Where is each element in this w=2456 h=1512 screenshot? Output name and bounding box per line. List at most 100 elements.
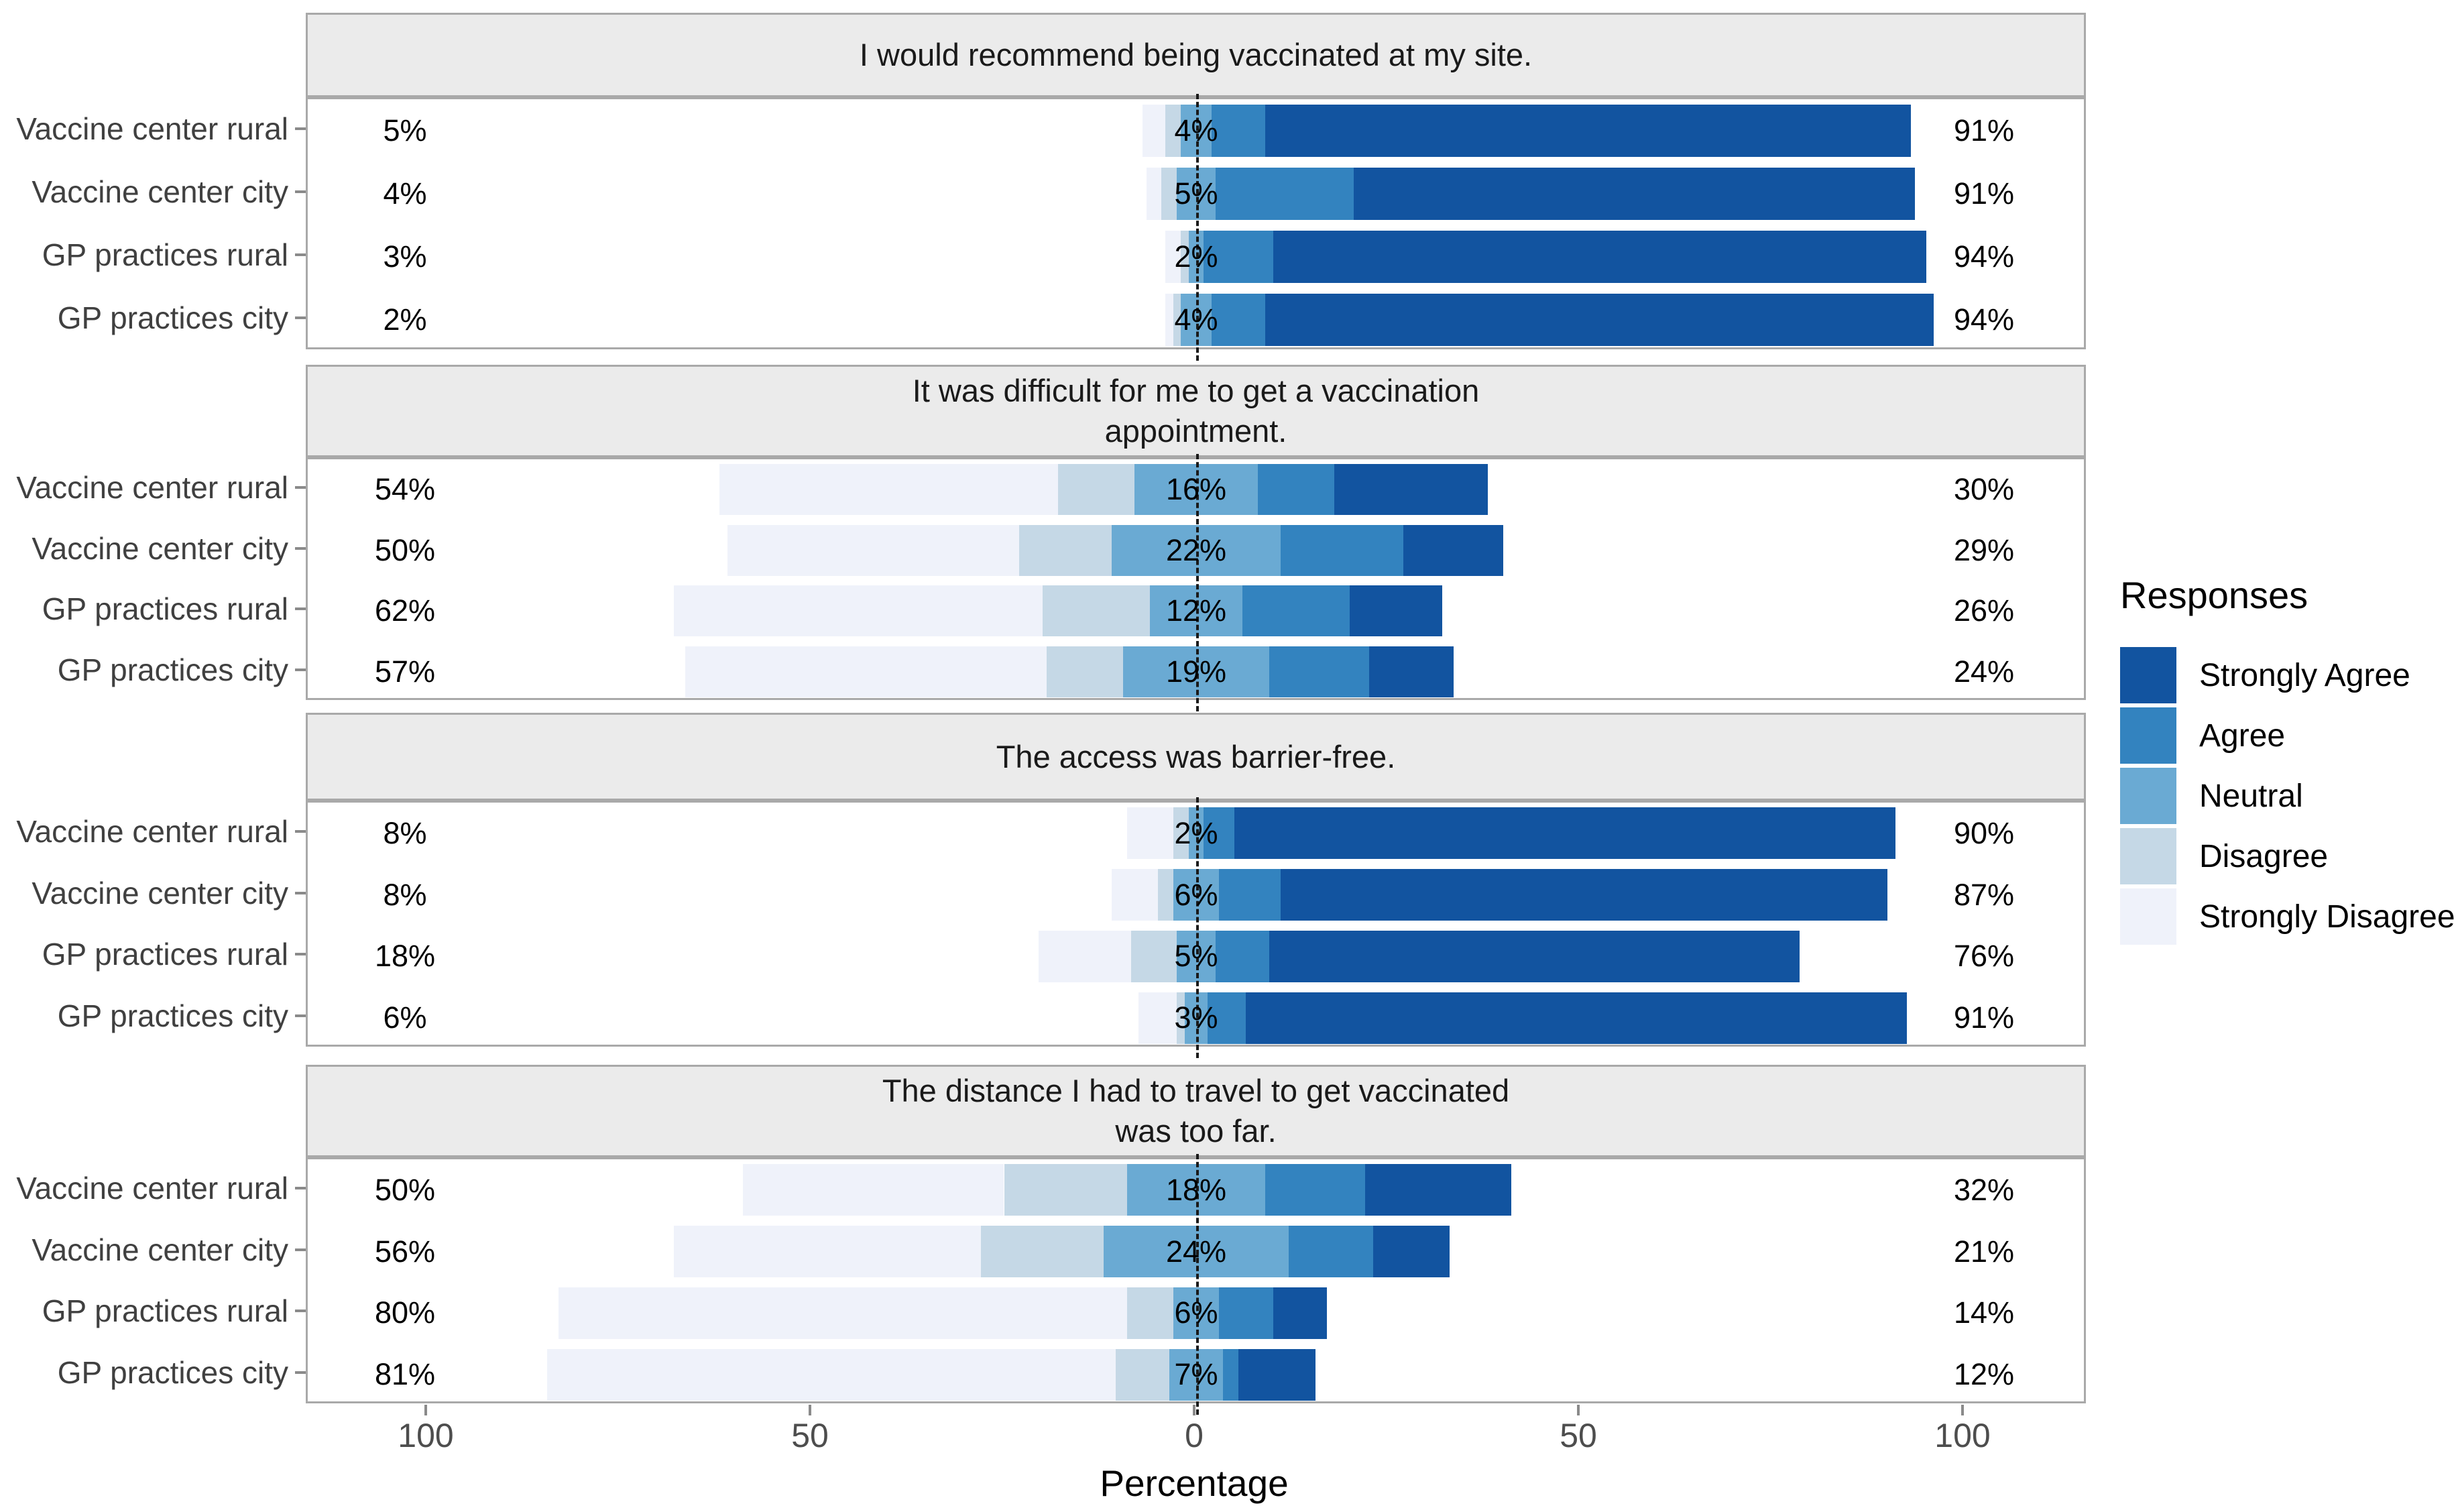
- bar-segment-neutral: [1177, 930, 1216, 982]
- bar-segment-neutral: [1173, 869, 1220, 921]
- legend-swatch-strongly-disagree: [2120, 888, 2176, 945]
- legend: Responses Strongly Agree Agree Neutral Disa…: [2105, 573, 2455, 945]
- category-label: GP practices rural: [42, 937, 288, 972]
- bar-segment-disagree: [1161, 167, 1177, 221]
- bar-segment-agree: [1242, 585, 1350, 637]
- left-total-label: 62%: [374, 593, 436, 628]
- category-label: Vaccine center city: [32, 174, 288, 209]
- right-total-label: 94%: [1953, 302, 2015, 337]
- bar-row: 6% 3% 91%: [308, 987, 2084, 1049]
- bar-row: 50% 22% 29%: [308, 520, 2084, 581]
- bar-segment-strongly-agree: [1269, 930, 1800, 982]
- bar-segment-neutral: [1123, 646, 1269, 697]
- panel-strip: The access was barrier-free.: [306, 713, 2086, 801]
- row-tick: [295, 668, 306, 671]
- category-label: Vaccine center city: [32, 875, 288, 911]
- neutral-label: 4%: [1174, 302, 1218, 337]
- row-tick: [295, 607, 306, 610]
- bar-row: 3% 2% 94%: [308, 225, 2084, 288]
- axis-tick: [424, 1405, 427, 1415]
- legend-item: Strongly Agree: [2120, 647, 2441, 703]
- bar-segment-strongly-agree: [1365, 1164, 1511, 1216]
- row-tick: [295, 316, 306, 319]
- bar-segment-strongly-disagree: [546, 1348, 1116, 1401]
- bar-segment-agree: [1219, 1287, 1273, 1339]
- bar-segment-strongly-disagree: [1126, 807, 1173, 860]
- bar-segment-agree: [1265, 1164, 1366, 1216]
- left-total-label: 56%: [374, 1234, 436, 1269]
- bar-row: 8% 2% 90%: [308, 803, 2084, 864]
- legend-swatch-agree: [2120, 707, 2176, 764]
- neutral-label: 5%: [1174, 939, 1218, 974]
- row-tick: [295, 1310, 306, 1312]
- bar-segment-strongly-agree: [1234, 807, 1895, 860]
- neutral-label: 12%: [1165, 593, 1227, 628]
- category-label: Vaccine center rural: [16, 470, 288, 506]
- neutral-label: 22%: [1165, 532, 1227, 567]
- bar-segment-strongly-agree: [1334, 464, 1488, 516]
- left-total-label: 50%: [374, 1172, 436, 1207]
- neutral-label: 4%: [1174, 113, 1218, 148]
- right-total-label: 30%: [1953, 472, 2015, 507]
- bar-segment-strongly-agree: [1403, 524, 1504, 576]
- bar-segment-agree: [1211, 293, 1266, 347]
- row-tick: [295, 953, 306, 955]
- bar-row: 56% 24% 21%: [308, 1221, 2084, 1283]
- bar-segment-strongly-disagree: [673, 1226, 982, 1278]
- bar-segment-disagree: [1004, 1164, 1127, 1216]
- right-total-label: 21%: [1953, 1234, 2015, 1269]
- bar-row: 54% 16% 30%: [308, 459, 2084, 520]
- bar-segment-agree: [1215, 930, 1269, 982]
- bar-segment-neutral: [1169, 1348, 1224, 1401]
- bar-segment-neutral: [1181, 104, 1212, 158]
- neutral-label: 3%: [1174, 1000, 1218, 1035]
- bar-segment-agree: [1204, 230, 1273, 284]
- zero-line: [1196, 454, 1199, 711]
- row-tick: [295, 127, 306, 130]
- bar-segment-strongly-disagree: [727, 524, 1020, 576]
- neutral-label: 6%: [1174, 877, 1218, 912]
- axis-tick-label: 100: [1934, 1417, 1991, 1454]
- bar-segment-strongly-agree: [1273, 1287, 1327, 1339]
- legend-label: Neutral: [2199, 778, 2303, 814]
- bar-segment-strongly-disagree: [1111, 869, 1158, 921]
- bar-segment-strongly-disagree: [1146, 167, 1162, 221]
- right-total-label: 14%: [1953, 1295, 2015, 1330]
- bar-segment-agree: [1204, 807, 1235, 860]
- bar-segment-disagree: [1173, 807, 1189, 860]
- category-label: GP practices rural: [42, 1293, 288, 1329]
- bar-row: 8% 6% 87%: [308, 864, 2084, 926]
- row-tick: [295, 547, 306, 550]
- neutral-label: 2%: [1174, 815, 1218, 850]
- legend-item: Agree: [2120, 707, 2441, 764]
- row-tick: [295, 1014, 306, 1017]
- left-total-label: 80%: [374, 1295, 436, 1330]
- legend-title: Responses: [2120, 574, 2308, 616]
- left-total-label: 8%: [383, 877, 427, 912]
- bar-segment-agree: [1257, 464, 1335, 516]
- bar-segment-strongly-agree: [1265, 104, 1911, 158]
- bar-segment-agree: [1281, 524, 1404, 576]
- left-total-label: 54%: [374, 472, 436, 507]
- panel-title: I would recommend being vaccinated at my…: [859, 37, 1533, 72]
- bar-segment-strongly-agree: [1265, 293, 1934, 347]
- panel-title: was too far.: [1115, 1113, 1277, 1149]
- panel-title: appointment.: [1104, 413, 1287, 449]
- category-label: Vaccine center city: [32, 530, 288, 566]
- bar-segment-disagree: [1165, 104, 1181, 158]
- category-label: Vaccine center rural: [16, 1170, 288, 1206]
- row-tick: [295, 830, 306, 833]
- category-label: GP practices rural: [42, 237, 288, 272]
- axis-tick: [1193, 1405, 1195, 1415]
- row-tick: [295, 1248, 306, 1251]
- left-total-label: 8%: [383, 815, 427, 850]
- category-label: GP practices city: [57, 998, 288, 1034]
- category-label: GP practices city: [57, 652, 288, 687]
- left-total-label: 6%: [383, 1000, 427, 1035]
- bar-row: 62% 12% 26%: [308, 581, 2084, 642]
- zero-line: [1196, 94, 1199, 361]
- panel-title: It was difficult for me to get a vaccina…: [912, 373, 1480, 408]
- bar-segment-agree: [1288, 1226, 1373, 1278]
- bar-segment-disagree: [1130, 930, 1177, 982]
- bar-segment-strongly-agree: [1372, 1226, 1450, 1278]
